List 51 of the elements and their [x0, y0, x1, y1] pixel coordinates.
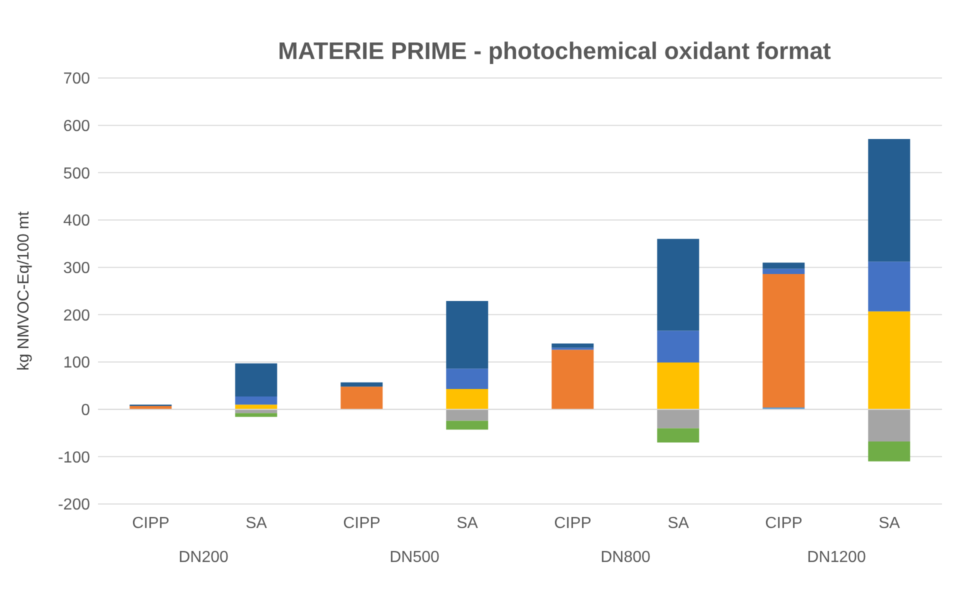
- bar: [868, 311, 910, 410]
- x-tick-label: SA: [668, 515, 690, 532]
- text: DN500: [390, 549, 440, 566]
- bar: [235, 396, 278, 405]
- bar: [868, 262, 910, 312]
- bar: [446, 388, 488, 410]
- bar: [762, 274, 805, 408]
- y-tick-label: 100: [63, 354, 90, 372]
- y-tick-label: 0: [81, 402, 90, 420]
- text: DN1200: [807, 549, 866, 566]
- bar: [552, 350, 594, 410]
- bar: [446, 300, 488, 369]
- bar: [446, 409, 488, 421]
- bar: [868, 139, 910, 262]
- bar: [762, 268, 805, 274]
- y-tick-label: 400: [63, 212, 90, 230]
- x-tick-label: CIPP: [554, 515, 592, 532]
- x-tick-label: CIPP: [343, 515, 380, 532]
- x-tick-label: SA: [878, 515, 900, 532]
- y-tick-label: -100: [58, 449, 90, 466]
- y-tick-label: 200: [63, 307, 90, 324]
- y-tick-label: 300: [63, 260, 90, 278]
- y-tick-label: 700: [63, 70, 90, 88]
- bar: [552, 344, 594, 348]
- y-tick-label: 500: [63, 165, 90, 182]
- x-tick-label: CIPP: [765, 515, 802, 532]
- text: DN800: [600, 549, 650, 566]
- x-tick-label: SA: [246, 515, 268, 532]
- y-tick-label: -200: [58, 496, 90, 514]
- bar: [446, 420, 488, 430]
- bar: [130, 406, 172, 410]
- x-tick-label: CIPP: [132, 515, 170, 532]
- bar: [657, 330, 700, 362]
- bar: [762, 262, 805, 269]
- bar: [340, 382, 383, 387]
- y-axis-title: kg NMVOC-Eq/100 mt: [16, 210, 33, 371]
- bar: [657, 362, 700, 410]
- bar: [235, 413, 278, 417]
- bar: [657, 428, 700, 442]
- y-tick-label: 600: [63, 118, 90, 136]
- chart-title: MATERIE PRIME - photochemical oxidant format: [278, 38, 831, 66]
- bar: [446, 368, 488, 389]
- bar: [340, 386, 383, 410]
- bar: [868, 442, 910, 462]
- bar: [235, 363, 278, 397]
- bar: [657, 409, 700, 428]
- bar: [868, 409, 910, 442]
- bar: [657, 238, 700, 331]
- text: DN200: [178, 549, 228, 566]
- x-tick-label: SA: [456, 515, 478, 532]
- bar: [235, 404, 278, 410]
